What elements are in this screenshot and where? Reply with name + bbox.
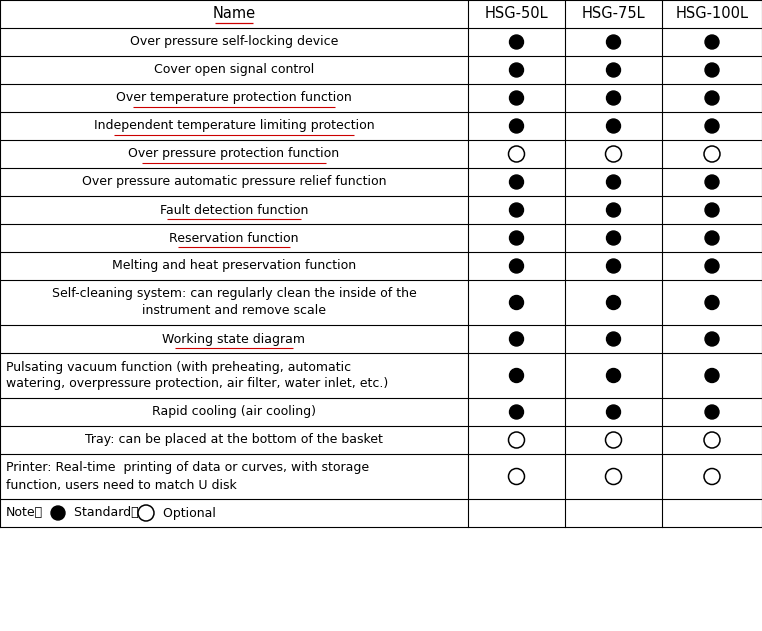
Circle shape — [51, 506, 65, 520]
Text: HSG-75L: HSG-75L — [581, 6, 645, 21]
Circle shape — [510, 295, 523, 309]
Circle shape — [705, 369, 719, 382]
Circle shape — [607, 35, 620, 49]
Circle shape — [705, 91, 719, 105]
Circle shape — [705, 35, 719, 49]
Text: Self-cleaning system: can regularly clean the inside of the
instrument and remov: Self-cleaning system: can regularly clea… — [52, 288, 416, 317]
Circle shape — [607, 369, 620, 382]
Circle shape — [705, 259, 719, 273]
Circle shape — [510, 203, 523, 217]
Text: Over temperature protection function: Over temperature protection function — [116, 91, 352, 105]
Circle shape — [705, 405, 719, 419]
Circle shape — [705, 231, 719, 245]
Circle shape — [510, 175, 523, 189]
Text: Optional: Optional — [159, 507, 216, 519]
Circle shape — [705, 295, 719, 309]
Circle shape — [607, 175, 620, 189]
Circle shape — [510, 405, 523, 419]
Circle shape — [705, 119, 719, 133]
Circle shape — [607, 295, 620, 309]
Text: Over pressure protection function: Over pressure protection function — [129, 148, 340, 160]
Circle shape — [607, 63, 620, 77]
Text: HSG-50L: HSG-50L — [485, 6, 549, 21]
Circle shape — [607, 203, 620, 217]
Text: Name: Name — [213, 6, 255, 21]
Text: Standard，: Standard， — [70, 507, 139, 519]
Circle shape — [510, 231, 523, 245]
Circle shape — [705, 203, 719, 217]
Text: Printer: Real-time  printing of data or curves, with storage
function, users nee: Printer: Real-time printing of data or c… — [6, 461, 369, 492]
Circle shape — [510, 369, 523, 382]
Circle shape — [607, 405, 620, 419]
Text: Note：: Note： — [6, 507, 43, 519]
Text: Reservation function: Reservation function — [169, 232, 299, 244]
Text: Independent temperature limiting protection: Independent temperature limiting protect… — [94, 119, 374, 133]
Text: Working state diagram: Working state diagram — [162, 333, 306, 346]
Circle shape — [510, 91, 523, 105]
Text: Rapid cooling (air cooling): Rapid cooling (air cooling) — [152, 406, 316, 418]
Text: Over pressure automatic pressure relief function: Over pressure automatic pressure relief … — [82, 175, 386, 189]
Text: Pulsating vacuum function (with preheating, automatic
watering, overpressure pro: Pulsating vacuum function (with preheati… — [6, 360, 389, 391]
Circle shape — [510, 63, 523, 77]
Text: Tray: can be placed at the bottom of the basket: Tray: can be placed at the bottom of the… — [85, 433, 383, 447]
Text: Fault detection function: Fault detection function — [160, 204, 308, 216]
Circle shape — [607, 332, 620, 346]
Circle shape — [607, 259, 620, 273]
Circle shape — [705, 63, 719, 77]
Circle shape — [705, 175, 719, 189]
Circle shape — [510, 35, 523, 49]
Text: HSG-100L: HSG-100L — [675, 6, 748, 21]
Circle shape — [510, 259, 523, 273]
Text: Over pressure self-locking device: Over pressure self-locking device — [130, 35, 338, 49]
Text: Melting and heat preservation function: Melting and heat preservation function — [112, 259, 356, 273]
Circle shape — [510, 119, 523, 133]
Circle shape — [510, 332, 523, 346]
Circle shape — [607, 119, 620, 133]
Text: Cover open signal control: Cover open signal control — [154, 64, 314, 76]
Circle shape — [705, 332, 719, 346]
Circle shape — [607, 231, 620, 245]
Circle shape — [607, 91, 620, 105]
